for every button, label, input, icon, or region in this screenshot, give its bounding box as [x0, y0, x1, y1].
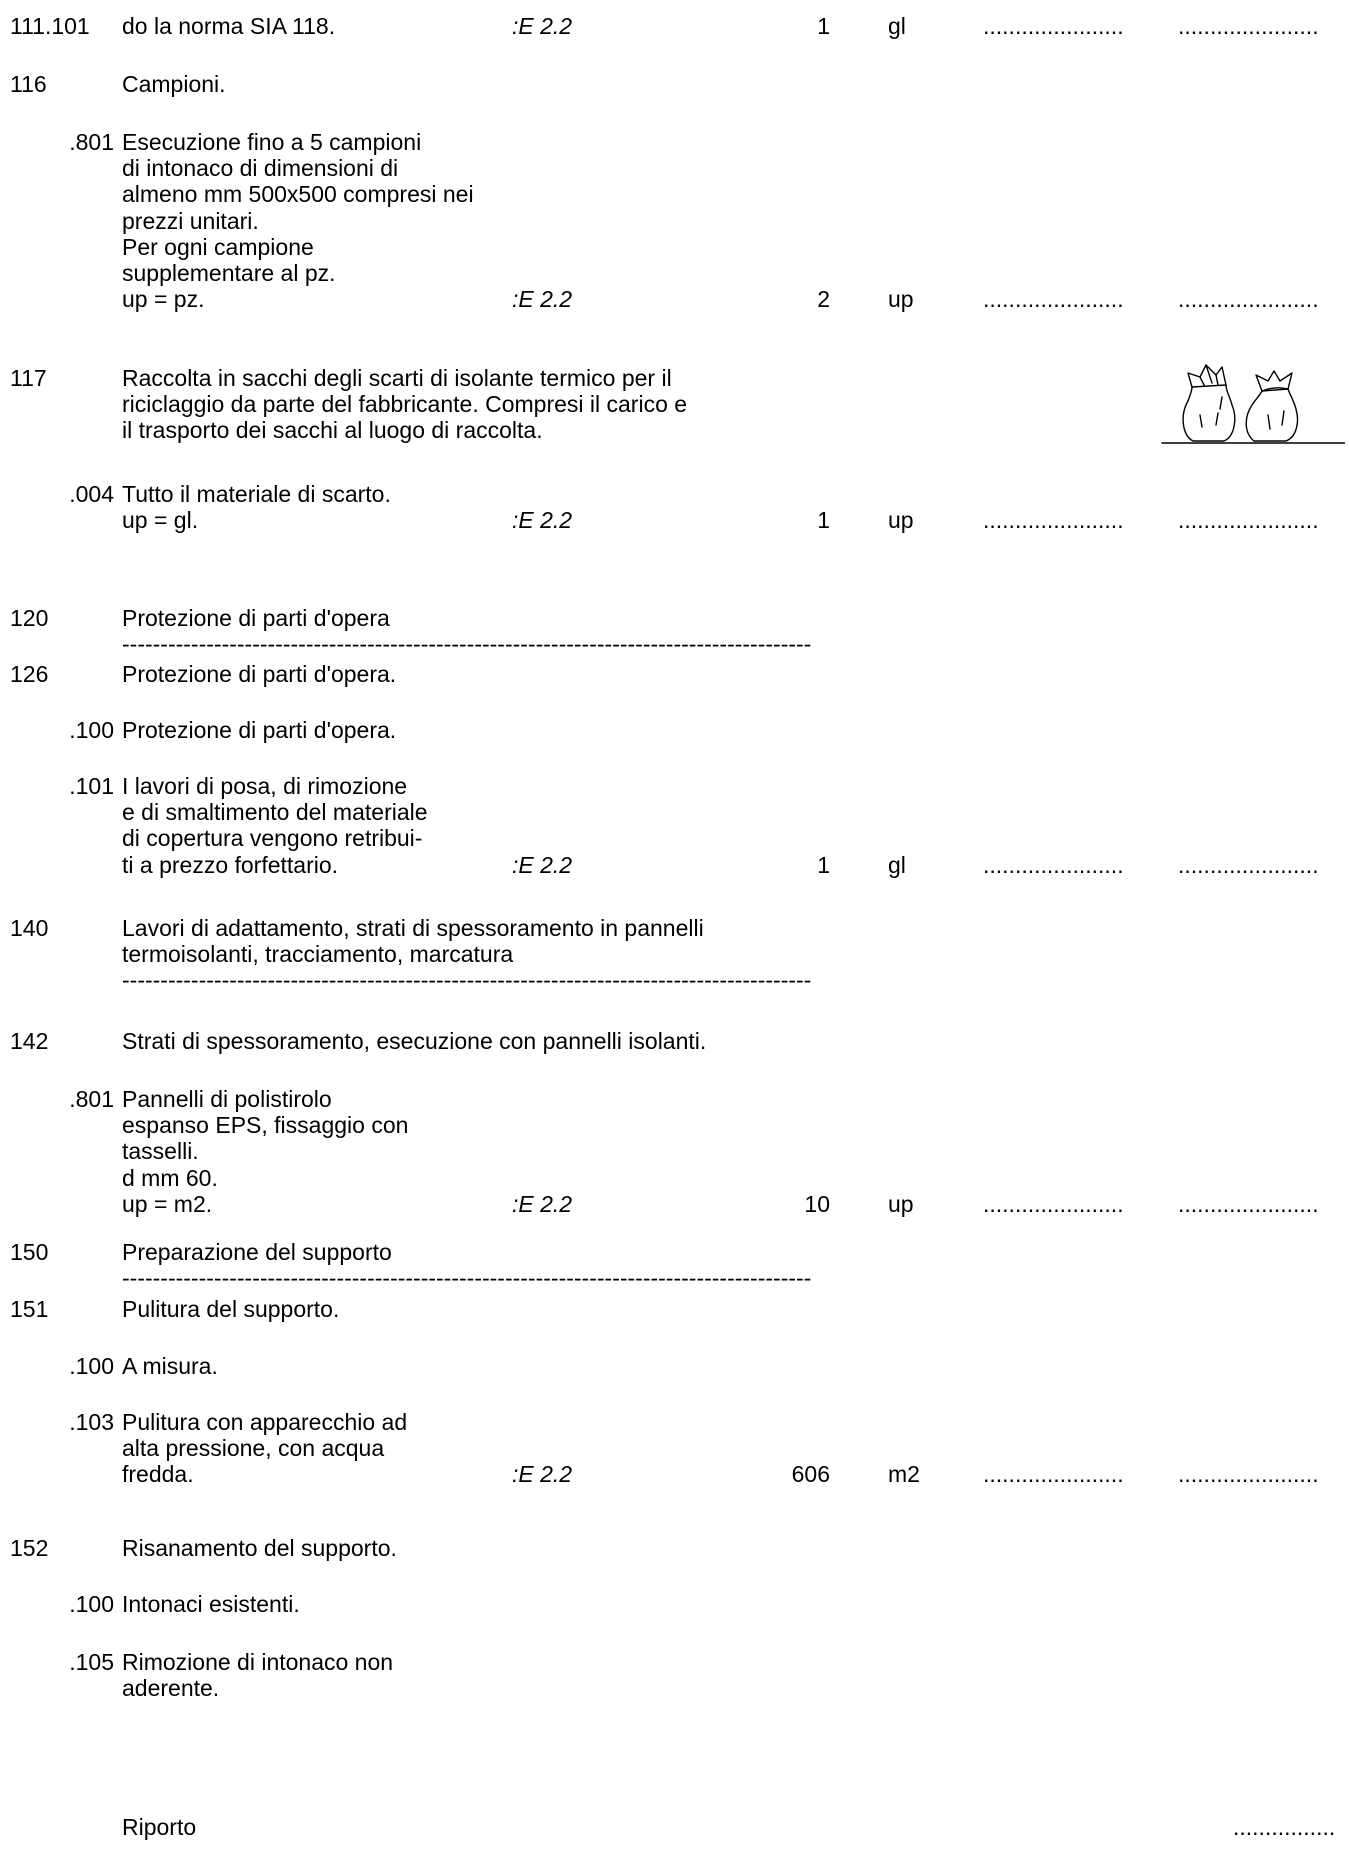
item-description-line: Pulitura del supporto. [122, 1296, 340, 1322]
item-description-line: Intonaci esistenti. [122, 1591, 300, 1617]
item-code: 116 [10, 71, 47, 97]
item-code: .004 [69, 481, 114, 507]
item-code: .101 [69, 773, 114, 799]
item-code: 152 [10, 1535, 49, 1561]
item-code: 111.101 [10, 13, 90, 39]
unit: m2 [888, 1461, 920, 1488]
quantity: 606 [791, 1461, 830, 1488]
reference: :E 2.2 [512, 13, 573, 39]
item-description-line: aderente. [122, 1675, 220, 1702]
item-code: 117 [10, 365, 47, 391]
item-description-line: termoisolanti, tracciamento, marcatura [122, 941, 514, 968]
quantity: 1 [817, 507, 830, 534]
item-description-line: supplementare al pz. [122, 260, 336, 286]
item-code: 120 [10, 605, 49, 631]
unit: gl [888, 851, 906, 878]
section-rule: ----------------------------------------… [122, 631, 812, 658]
unit: up [888, 286, 914, 313]
unit-price-blank: ...................... [983, 851, 1124, 878]
item-description-line: Pannelli di polistirolo [122, 1086, 332, 1112]
total-blank: ...................... [1178, 1190, 1319, 1217]
total-blank: ...................... [1178, 851, 1319, 878]
section-rule: ----------------------------------------… [122, 967, 812, 994]
item-code: 150 [10, 1239, 49, 1265]
total-blank: ...................... [1178, 13, 1319, 39]
unit-price-blank: ...................... [983, 13, 1124, 39]
item-description-line: Protezione di parti d'opera. [122, 717, 397, 743]
total-blank: ...................... [1178, 286, 1319, 313]
item-code: .801 [69, 129, 114, 155]
unit: up [888, 1190, 914, 1217]
item-description-line: Lavori di adattamento, strati di spessor… [122, 915, 704, 941]
item-code: .801 [69, 1086, 114, 1112]
item-code: 142 [10, 1028, 49, 1054]
item-description-line: Per ogni campione [122, 233, 314, 260]
item-description-line: up = m2. [122, 1190, 213, 1217]
item-code: .100 [69, 717, 114, 743]
unit-price-blank: ...................... [983, 286, 1124, 313]
item-code: 151 [10, 1296, 49, 1322]
item-description-line: Strati di spessoramento, esecuzione con … [122, 1028, 707, 1054]
item-code: .105 [69, 1649, 114, 1675]
item-description-line: espanso EPS, fissaggio con [122, 1112, 409, 1139]
item-description-line: e di smaltimento del materiale [122, 799, 428, 826]
item-description-line: Preparazione del supporto [122, 1239, 392, 1265]
reference: :E 2.2 [512, 286, 573, 313]
item-description-line: A misura. [122, 1353, 218, 1379]
total-blank: ...................... [1178, 1461, 1319, 1488]
item-code: .103 [69, 1409, 114, 1435]
item-description-line: Risanamento del supporto. [122, 1535, 397, 1561]
item-description-line: prezzi unitari. [122, 207, 259, 234]
reference: :E 2.2 [512, 507, 573, 534]
item-description-line: tasselli. [122, 1138, 199, 1165]
unit-price-blank: ...................... [983, 507, 1124, 534]
item-description-line: Rimozione di intonaco non [122, 1649, 394, 1675]
item-code: .100 [69, 1353, 114, 1379]
item-description-line: Campioni. [122, 71, 226, 97]
item-code: 140 [10, 915, 49, 941]
unit-price-blank: ...................... [983, 1461, 1124, 1488]
item-description-line: up = pz. [122, 286, 205, 313]
reference: :E 2.2 [512, 1190, 573, 1217]
reference: :E 2.2 [512, 851, 573, 878]
item-description-line: Protezione di parti d'opera. [122, 661, 397, 687]
section-rule: ----------------------------------------… [122, 1265, 812, 1292]
item-description-line: di copertura vengono retribui- [122, 825, 423, 852]
item-description-line: Esecuzione fino a 5 campioni [122, 129, 422, 155]
footer-value: ................ [1233, 1814, 1336, 1840]
item-description-line: d mm 60. [122, 1164, 218, 1191]
item-description-line: il trasporto dei sacchi al luogo di racc… [122, 417, 543, 444]
item-description-line: I lavori di posa, di rimozione [122, 773, 408, 799]
item-description-line: almeno mm 500x500 compresi nei [122, 181, 474, 208]
item-description-line: ti a prezzo forfettario. [122, 851, 339, 878]
item-description-line: Protezione di parti d'opera [122, 605, 390, 631]
quantity: 1 [817, 13, 830, 39]
unit: gl [888, 13, 906, 39]
item-description-line: Tutto il materiale di scarto. [122, 481, 391, 507]
quantity: 10 [804, 1190, 830, 1217]
total-blank: ...................... [1178, 507, 1319, 534]
item-description-line: Pulitura con apparecchio ad [122, 1409, 408, 1435]
item-description-line: up = gl. [122, 507, 199, 534]
item-description-line: do la norma SIA 118. [122, 13, 336, 39]
waste-sacks-illustration [1161, 364, 1345, 444]
item-description-line: di intonaco di dimensioni di [122, 155, 399, 182]
item-description-line: fredda. [122, 1461, 194, 1488]
item-description-line: Raccolta in sacchi degli scarti di isola… [122, 365, 672, 391]
item-description-line: riciclaggio da parte del fabbricante. Co… [122, 391, 688, 418]
item-description-line: alta pressione, con acqua [122, 1435, 385, 1462]
quantity: 1 [817, 851, 830, 878]
quantity: 2 [817, 286, 830, 313]
unit: up [888, 507, 914, 534]
item-code: 126 [10, 661, 49, 687]
item-code: .100 [69, 1591, 114, 1617]
footer-label: Riporto [122, 1814, 197, 1840]
unit-price-blank: ...................... [983, 1190, 1124, 1217]
reference: :E 2.2 [512, 1461, 573, 1488]
